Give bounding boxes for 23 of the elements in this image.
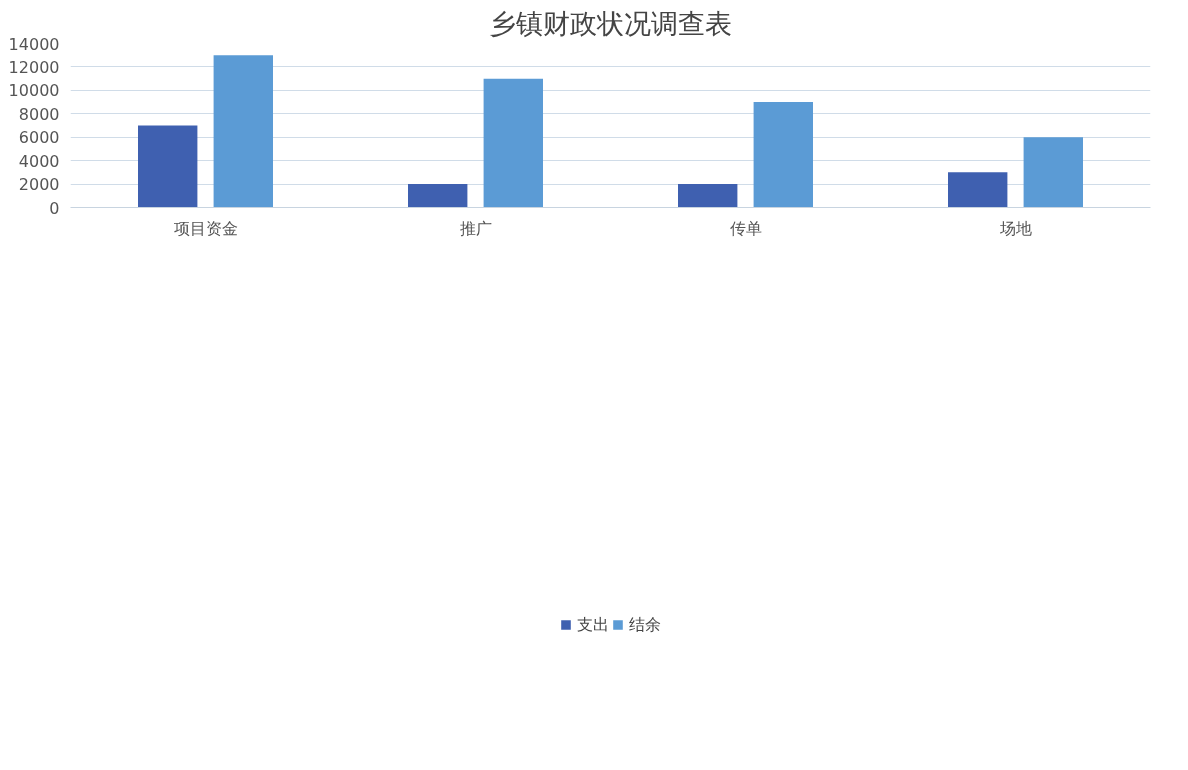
legend-label: 结余 xyxy=(628,614,661,636)
x-tick-label: 项目资金 xyxy=(173,218,238,238)
x-tick-label: 场地 xyxy=(998,218,1032,238)
bar xyxy=(753,102,813,208)
bar xyxy=(948,172,1008,208)
y-tick-label: 14000 xyxy=(8,34,60,54)
bar xyxy=(213,55,273,208)
chart-title: 乡镇财政状况调查表 xyxy=(489,7,732,39)
legend-label: 支出 xyxy=(576,614,609,636)
bar xyxy=(138,125,198,208)
y-tick-label: 2000 xyxy=(18,175,60,195)
bar xyxy=(1023,137,1083,208)
y-tick-label: 10000 xyxy=(8,81,60,101)
y-tick-label: 8000 xyxy=(18,104,60,124)
x-tick-label: 传单 xyxy=(729,218,762,238)
y-tick-label: 6000 xyxy=(18,128,60,148)
bar xyxy=(408,184,468,208)
y-tick-label: 4000 xyxy=(18,151,60,171)
y-tick-label: 12000 xyxy=(8,57,60,77)
bar xyxy=(678,184,738,208)
x-tick-label: 推广 xyxy=(459,218,492,238)
bar xyxy=(483,78,543,208)
y-tick-label: 0 xyxy=(49,198,60,218)
